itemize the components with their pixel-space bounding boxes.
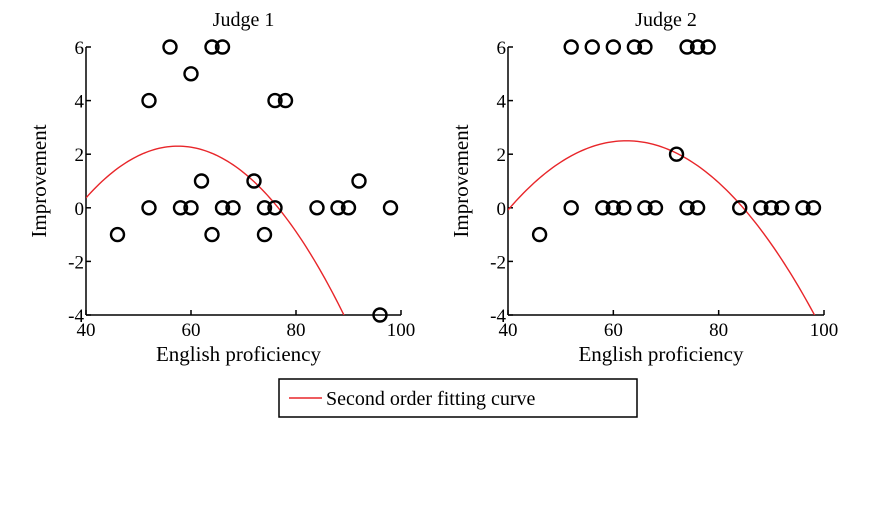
legend-label: Second order fitting curve (326, 388, 535, 410)
data-point (795, 200, 811, 216)
data-point (330, 200, 346, 216)
data-point (626, 39, 643, 55)
data-point (563, 39, 579, 55)
data-point (277, 92, 294, 109)
data-point (732, 200, 748, 216)
data-point (637, 39, 653, 55)
chart-title-2: Judge 2 (635, 9, 697, 31)
chart-title-1: Judge 1 (213, 9, 275, 31)
data-point (595, 200, 611, 216)
data-point (616, 200, 632, 216)
y-tick-label: -2 (490, 252, 506, 273)
data-point (246, 173, 262, 189)
x-tick-label: 100 (810, 320, 839, 341)
x-tick-label: 60 (604, 320, 623, 341)
data-point (267, 200, 283, 216)
data-point (584, 39, 600, 55)
x-axis-label-2: English proficiency (578, 342, 744, 366)
data-point (689, 200, 706, 216)
fitting-curve-2 (508, 140, 816, 315)
data-point (172, 200, 189, 216)
y-tick-label: -2 (68, 252, 84, 273)
data-point (267, 92, 283, 109)
data-point (204, 226, 220, 243)
data-point (605, 39, 622, 55)
y-tick-label: 2 (497, 145, 507, 166)
data-point (309, 200, 325, 216)
data-point (214, 39, 231, 55)
data-point (214, 200, 231, 216)
y-tick-label: 4 (75, 92, 85, 113)
x-tick-label: 80 (287, 320, 306, 341)
judge-1-plot: Judge 1 -4 -2 0 2 4 6 40 60 80 100 English proficie… (27, 9, 416, 366)
y-tick-label: 0 (497, 199, 507, 220)
y-tick-label: 6 (75, 38, 85, 59)
data-point (256, 226, 273, 243)
y-axis-label-2: Improvement (449, 124, 473, 237)
legend: Second order fitting curve (278, 378, 638, 418)
data-point (162, 39, 178, 55)
x-tick-label: 60 (182, 320, 201, 341)
data-point (753, 200, 769, 216)
data-point (637, 200, 653, 216)
data-point (372, 307, 388, 323)
x-tick-label: 40 (77, 320, 96, 341)
data-point (256, 200, 273, 216)
data-point (225, 200, 241, 216)
x-tick-label: 40 (499, 320, 518, 341)
legend-box (278, 378, 638, 418)
data-point (531, 226, 548, 243)
data-point (689, 39, 706, 55)
data-point (109, 226, 126, 243)
data-point (141, 200, 157, 216)
data-point (605, 200, 622, 216)
data-point (700, 39, 716, 55)
data-point (141, 92, 157, 109)
x-axis-label-1: English proficiency (156, 342, 322, 366)
data-point (183, 66, 199, 82)
fitting-curve-1 (86, 145, 345, 315)
y-tick-label: 2 (75, 145, 85, 166)
data-point (647, 200, 664, 216)
data-point (763, 200, 780, 216)
data-point (204, 39, 220, 55)
data-point (679, 39, 695, 55)
y-tick-label: -4 (68, 306, 84, 327)
data-point (563, 200, 579, 216)
y-axis-label-1: Improvement (27, 124, 51, 237)
data-point (340, 200, 357, 216)
data-point (382, 200, 399, 216)
data-point (774, 200, 790, 216)
y-tick-label: 0 (75, 199, 85, 220)
data-point (679, 200, 695, 216)
judge-2-plot: Judge 2 -4 -2 0 2 4 6 40 60 80 100 English proficie… (449, 9, 838, 366)
data-point (183, 200, 199, 216)
data-point (193, 173, 210, 189)
x-tick-label: 100 (387, 320, 416, 341)
y-tick-label: 6 (497, 38, 507, 59)
data-point (805, 200, 822, 216)
x-tick-label: 80 (709, 320, 728, 341)
y-tick-label: 4 (497, 92, 507, 113)
data-point (351, 173, 367, 189)
data-point (668, 146, 685, 162)
y-tick-label: -4 (490, 306, 506, 327)
